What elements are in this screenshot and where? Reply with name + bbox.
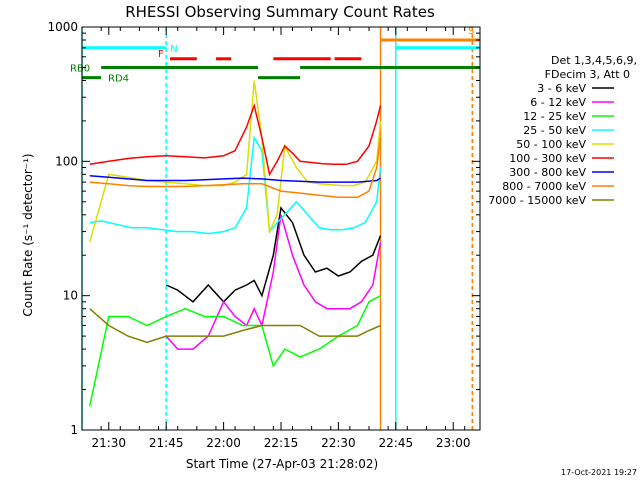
series-line-4 (88, 80, 382, 243)
x-tick-label-0: 21:30 (91, 436, 126, 450)
series-line-3 (89, 135, 382, 235)
series-line-7 (89, 137, 382, 199)
y-axis-title: Count Rate (s⁻¹ detector⁻¹) (21, 153, 35, 316)
legend-label-6: 300 - 800 keV (509, 166, 586, 179)
x-axis-title: Start Time (27-Apr-03 21:28:02) (186, 457, 378, 471)
x-tick-label-1: 21:45 (149, 436, 184, 450)
y-tick-label-0: 1 (70, 423, 78, 437)
legend-header-line-1: Det 1,3,4,5,6,9, (551, 54, 637, 67)
x-tick-label-3: 22:15 (264, 436, 299, 450)
plot-area: NF S RB0 RD4 1 10 100 1000 21:30 21:45 22:00 22:15 2… (47, 20, 481, 450)
legend-label-4: 50 - 100 keV (516, 138, 586, 151)
event-bar-label-s: S (468, 26, 474, 37)
legend-label-3: 25 - 50 keV (523, 124, 586, 137)
series-line-5 (89, 102, 382, 177)
x-tick-label-5: 22:45 (379, 436, 414, 450)
x-tick-label-2: 22:00 (206, 436, 241, 450)
series-line-1 (165, 214, 382, 350)
x-tick-label-4: 22:30 (321, 436, 356, 450)
x-tick-label-6: 23:00 (436, 436, 471, 450)
series-line-2 (88, 295, 381, 407)
event-bar-label-f: F (158, 49, 164, 60)
timestamp: 17-Oct-2021 19:27 (561, 468, 637, 477)
event-bar-label-rb0: RB0 (70, 63, 90, 74)
legend-header-line-2: FDecim 3, Att 0 (545, 68, 630, 81)
legend-label-5: 100 - 300 keV (509, 152, 586, 165)
legend-label-1: 6 - 12 keV (530, 96, 586, 109)
series-line-8 (89, 308, 381, 344)
legend-label-7: 800 - 7000 keV (502, 180, 586, 193)
y-tick-label-2: 100 (55, 154, 78, 168)
event-bar-label-rd4: RD4 (108, 74, 129, 85)
series-line-6 (89, 175, 381, 183)
y-tick-label-1: 10 (63, 289, 78, 303)
series-line-0 (165, 206, 382, 303)
legend-label-2: 12 - 25 keV (523, 110, 586, 123)
legend-label-8: 7000 - 15000 keV (488, 194, 586, 207)
legend-label-0: 3 - 6 keV (537, 82, 586, 95)
y-tick-label-3: 1000 (47, 20, 78, 34)
event-bar-label-n: N (170, 44, 177, 55)
chart-title: RHESSI Observing Summary Count Rates (125, 3, 435, 21)
